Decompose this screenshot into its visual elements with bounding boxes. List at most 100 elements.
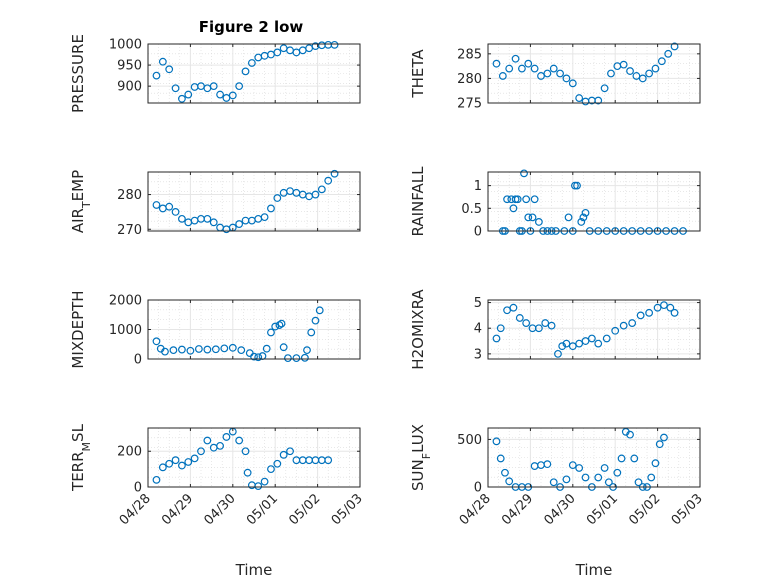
data-point <box>501 468 509 477</box>
data-point <box>165 459 174 468</box>
data-point <box>554 349 562 358</box>
data-point <box>197 447 205 456</box>
data-point <box>518 64 526 73</box>
data-point <box>152 475 161 484</box>
data-point <box>636 311 645 320</box>
data-point <box>241 447 250 456</box>
data-point <box>171 208 180 216</box>
data-point <box>300 353 309 362</box>
x-tick-label: 04/28 <box>117 491 154 528</box>
axes-box <box>147 43 361 104</box>
data-point <box>228 91 237 100</box>
data-point <box>273 194 282 202</box>
data-point <box>284 354 292 363</box>
axes-box <box>487 427 701 488</box>
data-point <box>534 324 543 333</box>
data-point <box>271 322 280 331</box>
data-point <box>547 321 556 330</box>
data-point <box>558 342 567 351</box>
data-point <box>600 464 609 472</box>
data-point <box>279 343 288 352</box>
x-tick-label: 04/29 <box>159 491 196 528</box>
data-point <box>235 436 244 445</box>
data-point <box>203 436 212 445</box>
data-point <box>178 94 186 103</box>
data-point <box>581 337 590 345</box>
data-point <box>581 473 590 482</box>
data-point <box>515 314 524 322</box>
subplot-air-temp: 270 280 AIRTEMP <box>69 169 361 238</box>
data-point <box>562 475 571 484</box>
data-point <box>286 447 294 456</box>
data-point <box>505 477 514 486</box>
data-point <box>220 344 229 353</box>
data-point <box>581 208 590 217</box>
data-point <box>165 202 174 211</box>
y-tick-label: 1000 <box>109 38 142 53</box>
data-point <box>520 169 528 178</box>
y-axis-label: SUNFLUX <box>409 424 433 491</box>
data-point <box>171 456 180 465</box>
data-point <box>670 42 679 51</box>
y-tick-label: 0 <box>134 481 142 496</box>
y-axis-label: AIRTEMP <box>69 170 93 233</box>
data-point <box>575 94 584 102</box>
data-point <box>211 345 220 354</box>
data-point <box>165 65 174 74</box>
data-point <box>657 57 666 66</box>
data-point <box>619 321 628 330</box>
data-point <box>161 347 169 356</box>
data-point <box>549 64 558 73</box>
data-point <box>273 459 282 468</box>
y-axis-label: MIXDEPTH <box>69 290 87 368</box>
data-point <box>577 218 586 226</box>
data-point <box>651 64 660 73</box>
subplot-rainfall: 0 0.5 1 RAINFALL <box>409 166 701 240</box>
x-tick-label: 05/01 <box>584 491 621 528</box>
data-point <box>513 195 522 204</box>
data-point <box>556 69 564 78</box>
data-point <box>158 57 167 66</box>
data-point <box>575 464 584 472</box>
data-point <box>178 345 186 354</box>
data-point <box>541 319 550 327</box>
y-tick-label: 0 <box>474 481 482 496</box>
data-point <box>638 74 647 83</box>
data-point <box>311 316 320 325</box>
y-tick-label: 275 <box>457 97 482 112</box>
data-point <box>158 463 167 472</box>
data-point <box>503 195 511 204</box>
figure-title: Figure 2 low <box>199 18 304 36</box>
data-point <box>178 461 186 470</box>
data-point <box>243 468 252 477</box>
data-point <box>324 456 333 465</box>
x-axis-label: Time <box>575 561 613 579</box>
data-point <box>630 454 639 463</box>
y-tick-label: 1 <box>474 179 482 194</box>
data-point <box>247 59 256 67</box>
data-point <box>528 213 537 222</box>
data-point <box>594 473 603 482</box>
data-point <box>670 308 679 317</box>
data-point <box>277 319 286 328</box>
data-point <box>194 345 203 353</box>
data-point <box>617 454 626 463</box>
data-point <box>267 204 275 213</box>
data-point <box>645 69 654 78</box>
x-tick-label: 04/28 <box>457 491 494 528</box>
y-tick-label: 5 <box>474 296 482 311</box>
data-point <box>607 69 615 78</box>
data-point <box>330 40 339 49</box>
data-point <box>184 458 193 466</box>
data-point <box>317 185 326 194</box>
data-point <box>178 214 186 223</box>
data-point <box>307 328 316 337</box>
data-point <box>203 345 212 354</box>
data-point <box>509 303 518 312</box>
x-tick-label: 05/01 <box>244 491 281 528</box>
data-point <box>273 48 282 57</box>
data-point <box>186 346 195 355</box>
data-point <box>250 352 258 361</box>
